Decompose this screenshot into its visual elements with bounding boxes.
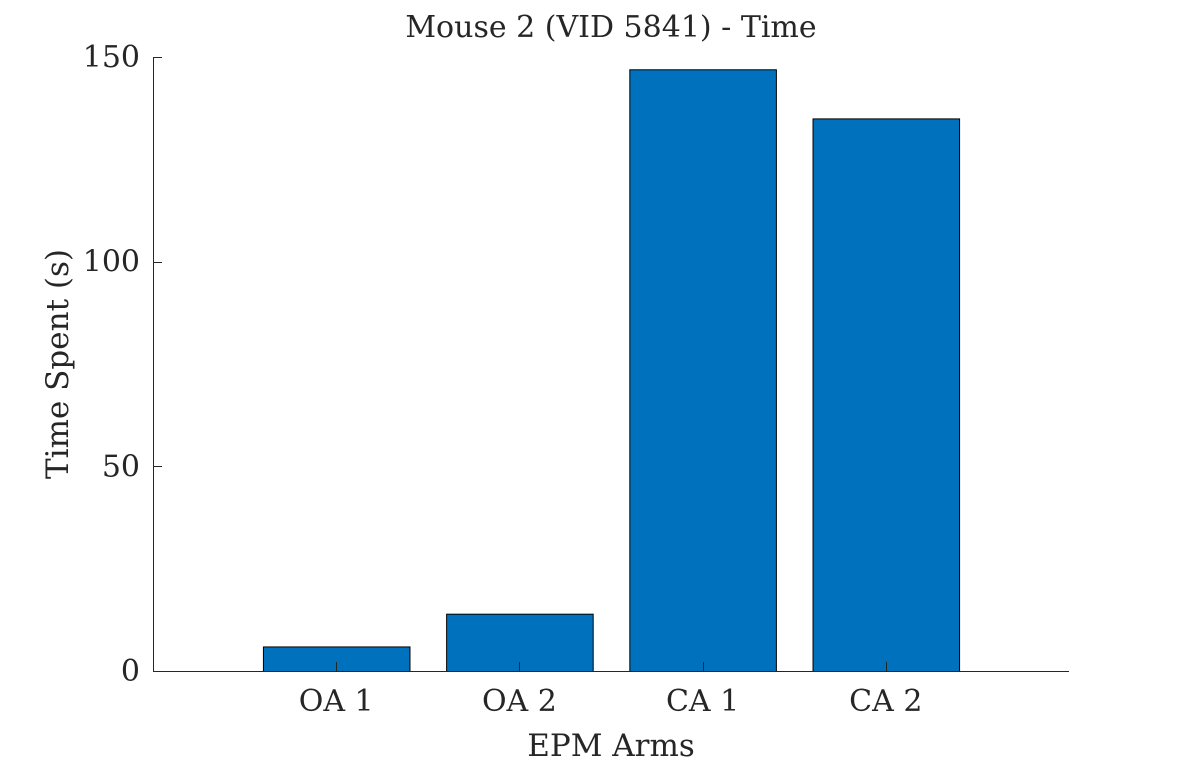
- y-tick-label: 150: [83, 40, 140, 75]
- y-tick-label: 50: [102, 449, 140, 484]
- bar-oa-2: [446, 613, 594, 673]
- x-axis-label: EPM Arms: [527, 728, 695, 764]
- bar-ca-2: [812, 118, 961, 672]
- y-tick-label: 100: [83, 245, 140, 280]
- y-axis-label: Time Spent (s): [40, 249, 76, 479]
- x-tick-label: OA 2: [482, 684, 557, 719]
- x-tick-label: CA 2: [849, 684, 922, 719]
- bars-group: [262, 69, 961, 673]
- y-axis-ticks: 0 50 100 150: [83, 40, 162, 689]
- bar-ca-1: [629, 69, 777, 672]
- x-axis-ticks: OA 1 OA 2 CA 1 CA 2: [299, 662, 922, 719]
- x-tick-label: OA 1: [299, 684, 374, 719]
- y-tick-label: 0: [121, 654, 140, 689]
- x-tick-label: CA 1: [666, 684, 739, 719]
- chart-title: Mouse 2 (VID 5841) - Time: [405, 10, 816, 45]
